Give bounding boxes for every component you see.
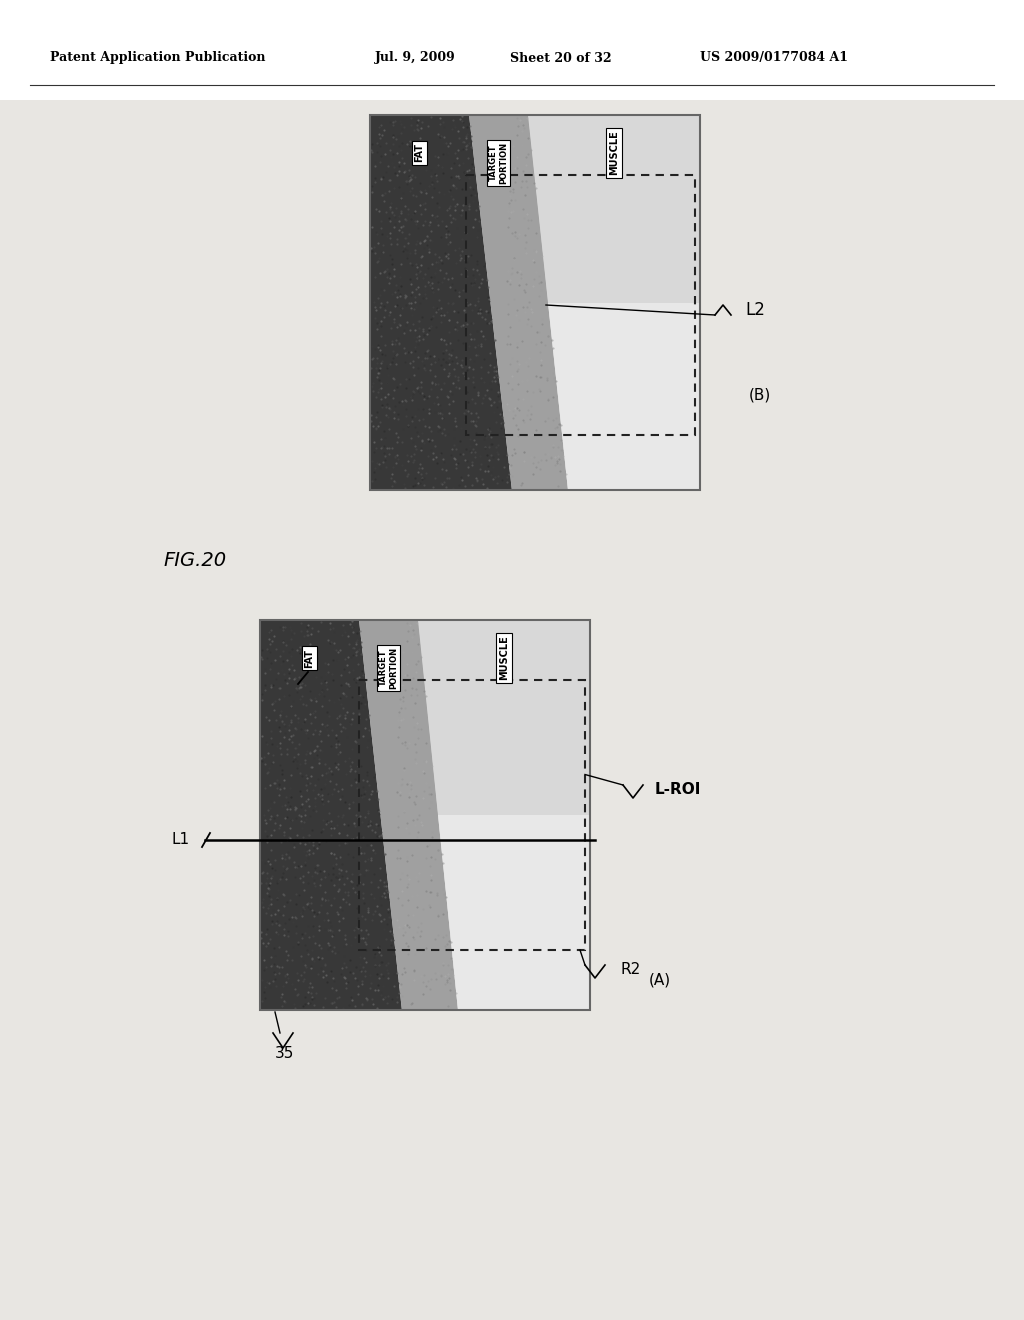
FancyBboxPatch shape [370, 115, 700, 490]
Text: MUSCLE: MUSCLE [609, 131, 620, 176]
Polygon shape [359, 620, 458, 1010]
Text: L-ROI: L-ROI [655, 783, 701, 797]
Text: L2: L2 [745, 301, 765, 319]
Text: FIG.20: FIG.20 [164, 550, 226, 569]
Text: R1: R1 [269, 671, 290, 685]
Text: TARGET
PORTION: TARGET PORTION [489, 143, 508, 183]
Text: 35: 35 [275, 1045, 295, 1060]
Polygon shape [438, 814, 590, 1010]
Text: US 2009/0177084 A1: US 2009/0177084 A1 [700, 51, 848, 65]
Text: TARGET
PORTION: TARGET PORTION [379, 647, 398, 689]
Text: FAT: FAT [304, 648, 314, 668]
Polygon shape [260, 620, 401, 1010]
Polygon shape [548, 302, 700, 490]
Polygon shape [469, 115, 568, 490]
Text: Sheet 20 of 32: Sheet 20 of 32 [510, 51, 611, 65]
Text: MUSCLE: MUSCLE [500, 636, 509, 680]
Polygon shape [370, 115, 512, 490]
Text: Patent Application Publication: Patent Application Publication [50, 51, 265, 65]
Text: R2: R2 [620, 962, 640, 978]
FancyBboxPatch shape [0, 0, 1024, 100]
Text: (B): (B) [749, 388, 771, 403]
FancyBboxPatch shape [260, 620, 590, 1010]
Text: L1: L1 [172, 833, 190, 847]
Text: (A): (A) [649, 973, 671, 987]
Polygon shape [528, 115, 700, 490]
Text: FAT: FAT [415, 144, 425, 162]
Polygon shape [419, 620, 590, 1010]
Text: Jul. 9, 2009: Jul. 9, 2009 [375, 51, 456, 65]
